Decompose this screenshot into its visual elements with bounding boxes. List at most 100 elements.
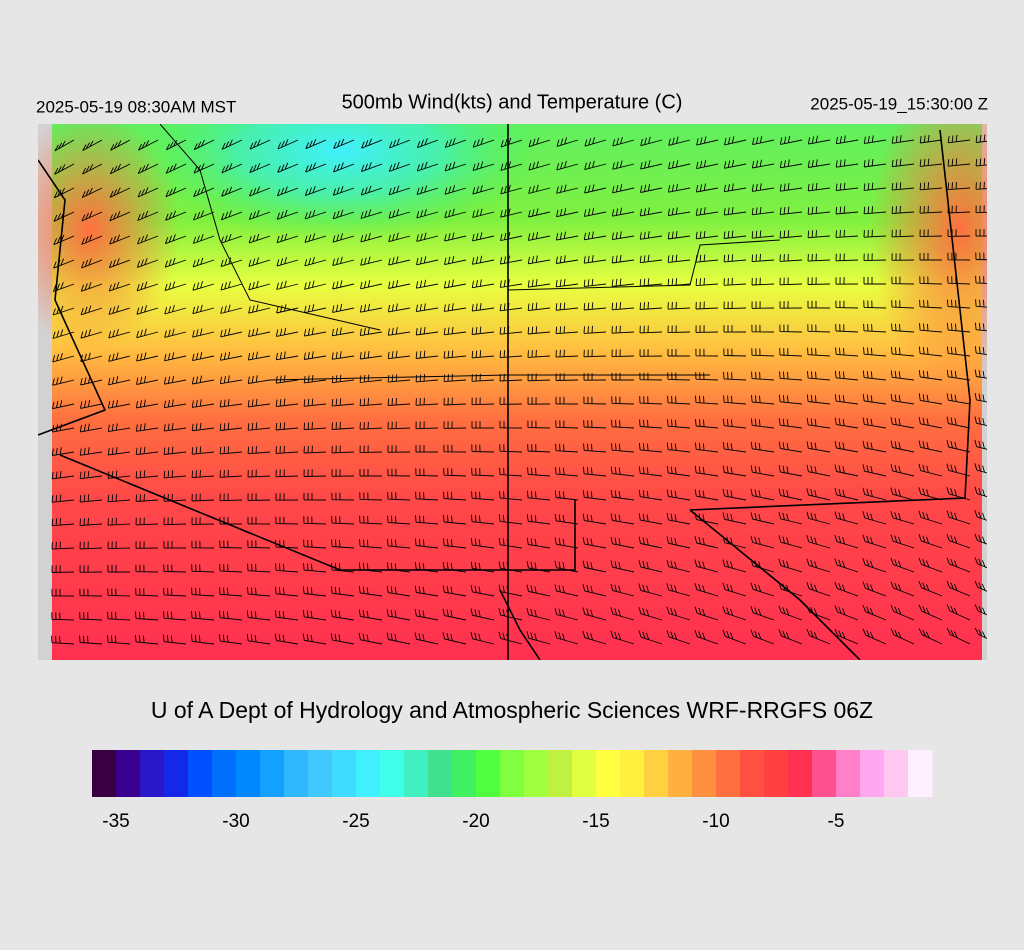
wind-barb (359, 350, 383, 360)
wind-barb (696, 136, 719, 146)
wind-barb (807, 324, 831, 333)
wind-barb (359, 445, 383, 454)
wind-barb (275, 422, 299, 431)
wind-barb (722, 465, 747, 477)
wind-barb (807, 371, 831, 381)
colorbar-swatch (116, 750, 141, 797)
wind-barb (974, 510, 987, 521)
wind-barb (360, 162, 383, 173)
wind-barb (556, 208, 579, 218)
wind-barb (359, 421, 383, 430)
wind-barb (472, 185, 495, 195)
wind-barb (361, 138, 383, 149)
wind-barb (638, 630, 663, 645)
map (38, 124, 987, 660)
wind-barb (471, 350, 495, 359)
wind-barb (54, 163, 75, 175)
wind-barb (442, 608, 467, 621)
colorbar-swatch (92, 750, 117, 797)
colorbar-tick-label: -5 (828, 811, 845, 832)
wind-barb (135, 423, 159, 432)
wind-barb (472, 232, 495, 242)
river-border (499, 589, 541, 660)
wind-barb (584, 160, 607, 171)
wind-barb (387, 350, 411, 360)
wind-barb (471, 444, 495, 453)
wind-barb (415, 397, 439, 406)
wind-barb (386, 632, 411, 645)
wind-barb (750, 465, 775, 477)
wind-barb (163, 564, 187, 573)
wind-barb (109, 211, 131, 222)
map-title: 500mb Wind(kts) and Temperature (C) (342, 91, 683, 113)
colorbar-swatch (716, 750, 741, 797)
wind-barb (834, 394, 859, 405)
wind-barb (79, 470, 103, 480)
wind-barb (274, 610, 299, 621)
wind-barb (219, 563, 243, 573)
wind-barb (947, 158, 971, 167)
wind-barb (696, 160, 719, 170)
wind-barb (249, 186, 271, 197)
wind-barb (275, 516, 299, 525)
wind-barb (695, 230, 719, 240)
wind-barb (722, 442, 747, 453)
wind-barb (416, 185, 439, 196)
wind-barb (360, 280, 383, 290)
wind-barb (666, 559, 691, 573)
wind-barb (51, 447, 75, 456)
wind-barb (667, 230, 691, 240)
colorbar-swatch (476, 750, 501, 797)
wind-barb (80, 399, 103, 409)
wind-barb (806, 582, 831, 597)
wind-barb (806, 464, 831, 477)
wind-barb (414, 608, 439, 621)
wind-barb (443, 491, 467, 501)
wind-barb (751, 394, 775, 405)
wind-barb (79, 612, 103, 621)
wind-barb (221, 139, 243, 150)
wind-barb (639, 349, 663, 357)
wind-barb (890, 534, 915, 549)
wind-barb (163, 375, 187, 385)
wind-barb (723, 159, 747, 169)
colorbar-swatch (788, 750, 813, 797)
wind-barb (779, 277, 803, 286)
wind-barb (192, 352, 215, 362)
wind-barb (723, 254, 747, 263)
wind-barb (835, 347, 859, 357)
wind-barb (890, 510, 915, 525)
wind-barb (638, 583, 663, 597)
wind-barb (387, 421, 411, 430)
wind-barb (499, 302, 523, 312)
wind-barb (891, 323, 915, 333)
wind-barb (442, 585, 467, 597)
colorbar-swatch (164, 750, 189, 797)
wind-barb (218, 634, 243, 645)
wind-barb (918, 440, 943, 453)
colorbar-swatch (284, 750, 309, 797)
wind-barb (723, 277, 747, 286)
wind-barb (667, 301, 691, 310)
wind-barb (779, 301, 803, 309)
wind-barb (555, 373, 579, 381)
wind-barb (694, 442, 719, 453)
wind-barb (891, 135, 915, 144)
wind-barb (274, 633, 299, 645)
colorbar-swatch (548, 750, 573, 797)
wind-barb (498, 631, 523, 645)
wind-barb (582, 607, 607, 621)
wind-barb (946, 416, 971, 429)
wind-barb (750, 535, 775, 549)
wind-barb (53, 187, 75, 199)
wind-barb (388, 232, 411, 243)
wind-barb (750, 582, 775, 597)
wind-barb (302, 609, 327, 621)
wind-barb (611, 443, 635, 453)
wind-barb (499, 397, 523, 405)
wind-barb (751, 253, 775, 263)
wind-barb (138, 139, 159, 151)
wind-barb (666, 512, 691, 525)
colorbar-swatch (500, 750, 525, 797)
wind-barb (778, 511, 803, 525)
